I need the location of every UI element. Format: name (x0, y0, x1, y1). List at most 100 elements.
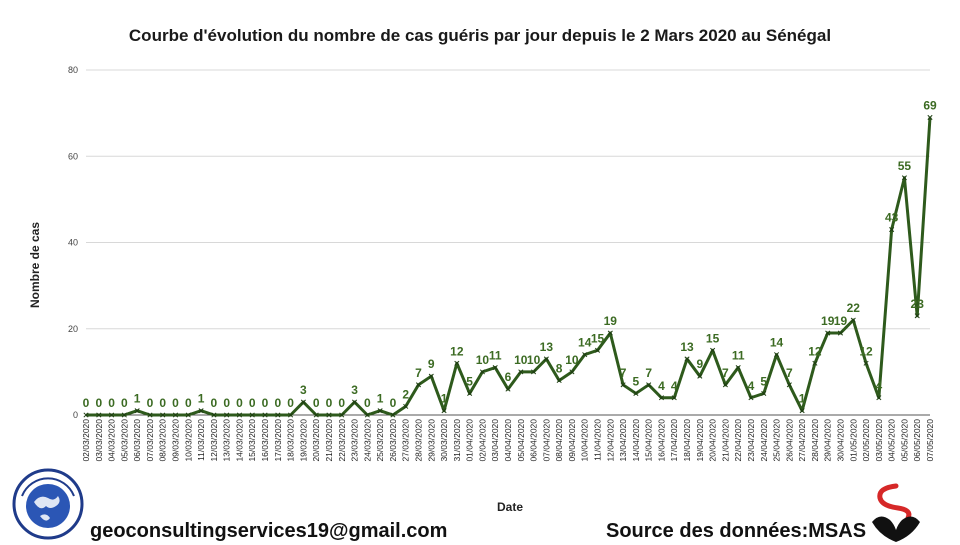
x-tick-label: 09/03/2020 (171, 419, 181, 462)
x-tick-label: 15/03/2020 (247, 419, 257, 462)
data-point (901, 175, 907, 181)
x-tick-label: 01/04/2020 (465, 419, 475, 462)
x-tick-label: 18/03/2020 (286, 419, 296, 462)
data-label: 0 (364, 396, 371, 410)
data-point (262, 412, 268, 418)
x-tick-label: 13/04/2020 (618, 419, 628, 462)
data-point (773, 352, 780, 358)
data-label: 5 (760, 374, 767, 388)
y-tick-label: 20 (68, 324, 78, 334)
data-point (351, 399, 358, 405)
data-label: 23 (911, 297, 925, 311)
data-label: 0 (83, 396, 90, 410)
data-point (697, 373, 703, 379)
x-tick-label: 15/04/2020 (644, 419, 654, 462)
data-label: 4 (671, 379, 678, 393)
data-point (198, 408, 204, 414)
x-tick-label: 27/03/2020 (401, 419, 411, 462)
data-point (569, 369, 575, 375)
data-point (326, 412, 332, 418)
x-tick-label: 19/03/2020 (298, 419, 308, 462)
data-point (850, 317, 856, 323)
data-label: 12 (808, 344, 822, 358)
data-label: 2 (402, 387, 409, 401)
data-point (837, 330, 844, 336)
data-label: 0 (338, 396, 345, 410)
data-label: 6 (505, 370, 512, 384)
x-tick-label: 23/04/2020 (746, 419, 756, 462)
x-tick-label: 26/03/2020 (388, 419, 398, 462)
y-tick-label: 40 (68, 238, 78, 248)
x-tick-label: 08/04/2020 (554, 419, 564, 462)
x-tick-label: 20/04/2020 (708, 419, 718, 462)
data-point (684, 356, 690, 362)
data-point (160, 412, 166, 418)
data-label: 0 (159, 396, 166, 410)
data-point (121, 412, 127, 418)
data-label: 1 (377, 392, 384, 406)
x-tick-label: 04/04/2020 (503, 419, 513, 462)
data-point (761, 390, 767, 396)
data-point (83, 412, 89, 418)
data-point (799, 408, 805, 414)
data-label: 10 (527, 353, 541, 367)
data-label: 5 (633, 374, 640, 388)
data-point (403, 403, 409, 409)
x-tick-label: 08/03/2020 (158, 419, 168, 462)
data-point (415, 382, 422, 388)
x-tick-label: 07/05/2020 (925, 419, 935, 462)
data-label: 0 (95, 396, 102, 410)
data-point (300, 399, 306, 405)
data-label: 14 (578, 336, 592, 350)
x-tick-label: 28/04/2020 (810, 419, 820, 462)
x-tick-label: 06/04/2020 (529, 419, 539, 462)
geo-consulting-logo (12, 468, 84, 540)
data-point (927, 114, 933, 120)
data-point (914, 313, 920, 319)
data-point (492, 365, 498, 371)
data-point (556, 377, 562, 384)
grid-lines (86, 69, 930, 416)
data-point (172, 412, 179, 418)
data-label: 19 (604, 314, 618, 328)
data-label: 8 (556, 362, 563, 376)
data-point (313, 412, 319, 418)
data-point (863, 360, 869, 366)
x-tick-label: 06/03/2020 (132, 419, 142, 462)
data-point (710, 347, 716, 353)
data-label: 15 (591, 331, 605, 345)
x-tick-label: 22/03/2020 (337, 419, 347, 462)
y-tick-label: 60 (68, 151, 78, 161)
data-label: 19 (821, 314, 835, 328)
x-tick-label: 22/04/2020 (733, 419, 743, 462)
data-point (134, 408, 140, 414)
data-point (594, 347, 601, 353)
data-point (722, 382, 728, 388)
x-tick-label: 02/04/2020 (477, 419, 487, 462)
x-tick-label: 18/04/2020 (682, 419, 692, 462)
x-axis-label: Date (496, 500, 523, 514)
x-tick-label: 29/04/2020 (823, 419, 833, 462)
msas-logo (872, 483, 920, 542)
data-point (454, 360, 460, 366)
data-label: 0 (287, 396, 294, 410)
data-label: 0 (223, 396, 230, 410)
data-label: 3 (351, 383, 358, 397)
data-label: 7 (645, 366, 652, 380)
data-label: 0 (326, 396, 333, 410)
data-label: 1 (441, 392, 448, 406)
data-label: 9 (428, 357, 435, 371)
data-point (236, 412, 243, 418)
data-label: 9 (696, 357, 703, 371)
data-label: 0 (262, 396, 269, 410)
data-label: 7 (415, 366, 422, 380)
data-point (876, 395, 882, 401)
data-label: 4 (876, 379, 883, 393)
x-tick-labels: 02/03/2020 03/03/2020 04/03/2020 05/03/2020… (81, 419, 935, 462)
data-point (390, 412, 396, 418)
data-point (249, 412, 255, 418)
x-tick-label: 25/03/2020 (375, 419, 385, 462)
data-label: 13 (540, 340, 554, 354)
data-point (620, 382, 626, 388)
